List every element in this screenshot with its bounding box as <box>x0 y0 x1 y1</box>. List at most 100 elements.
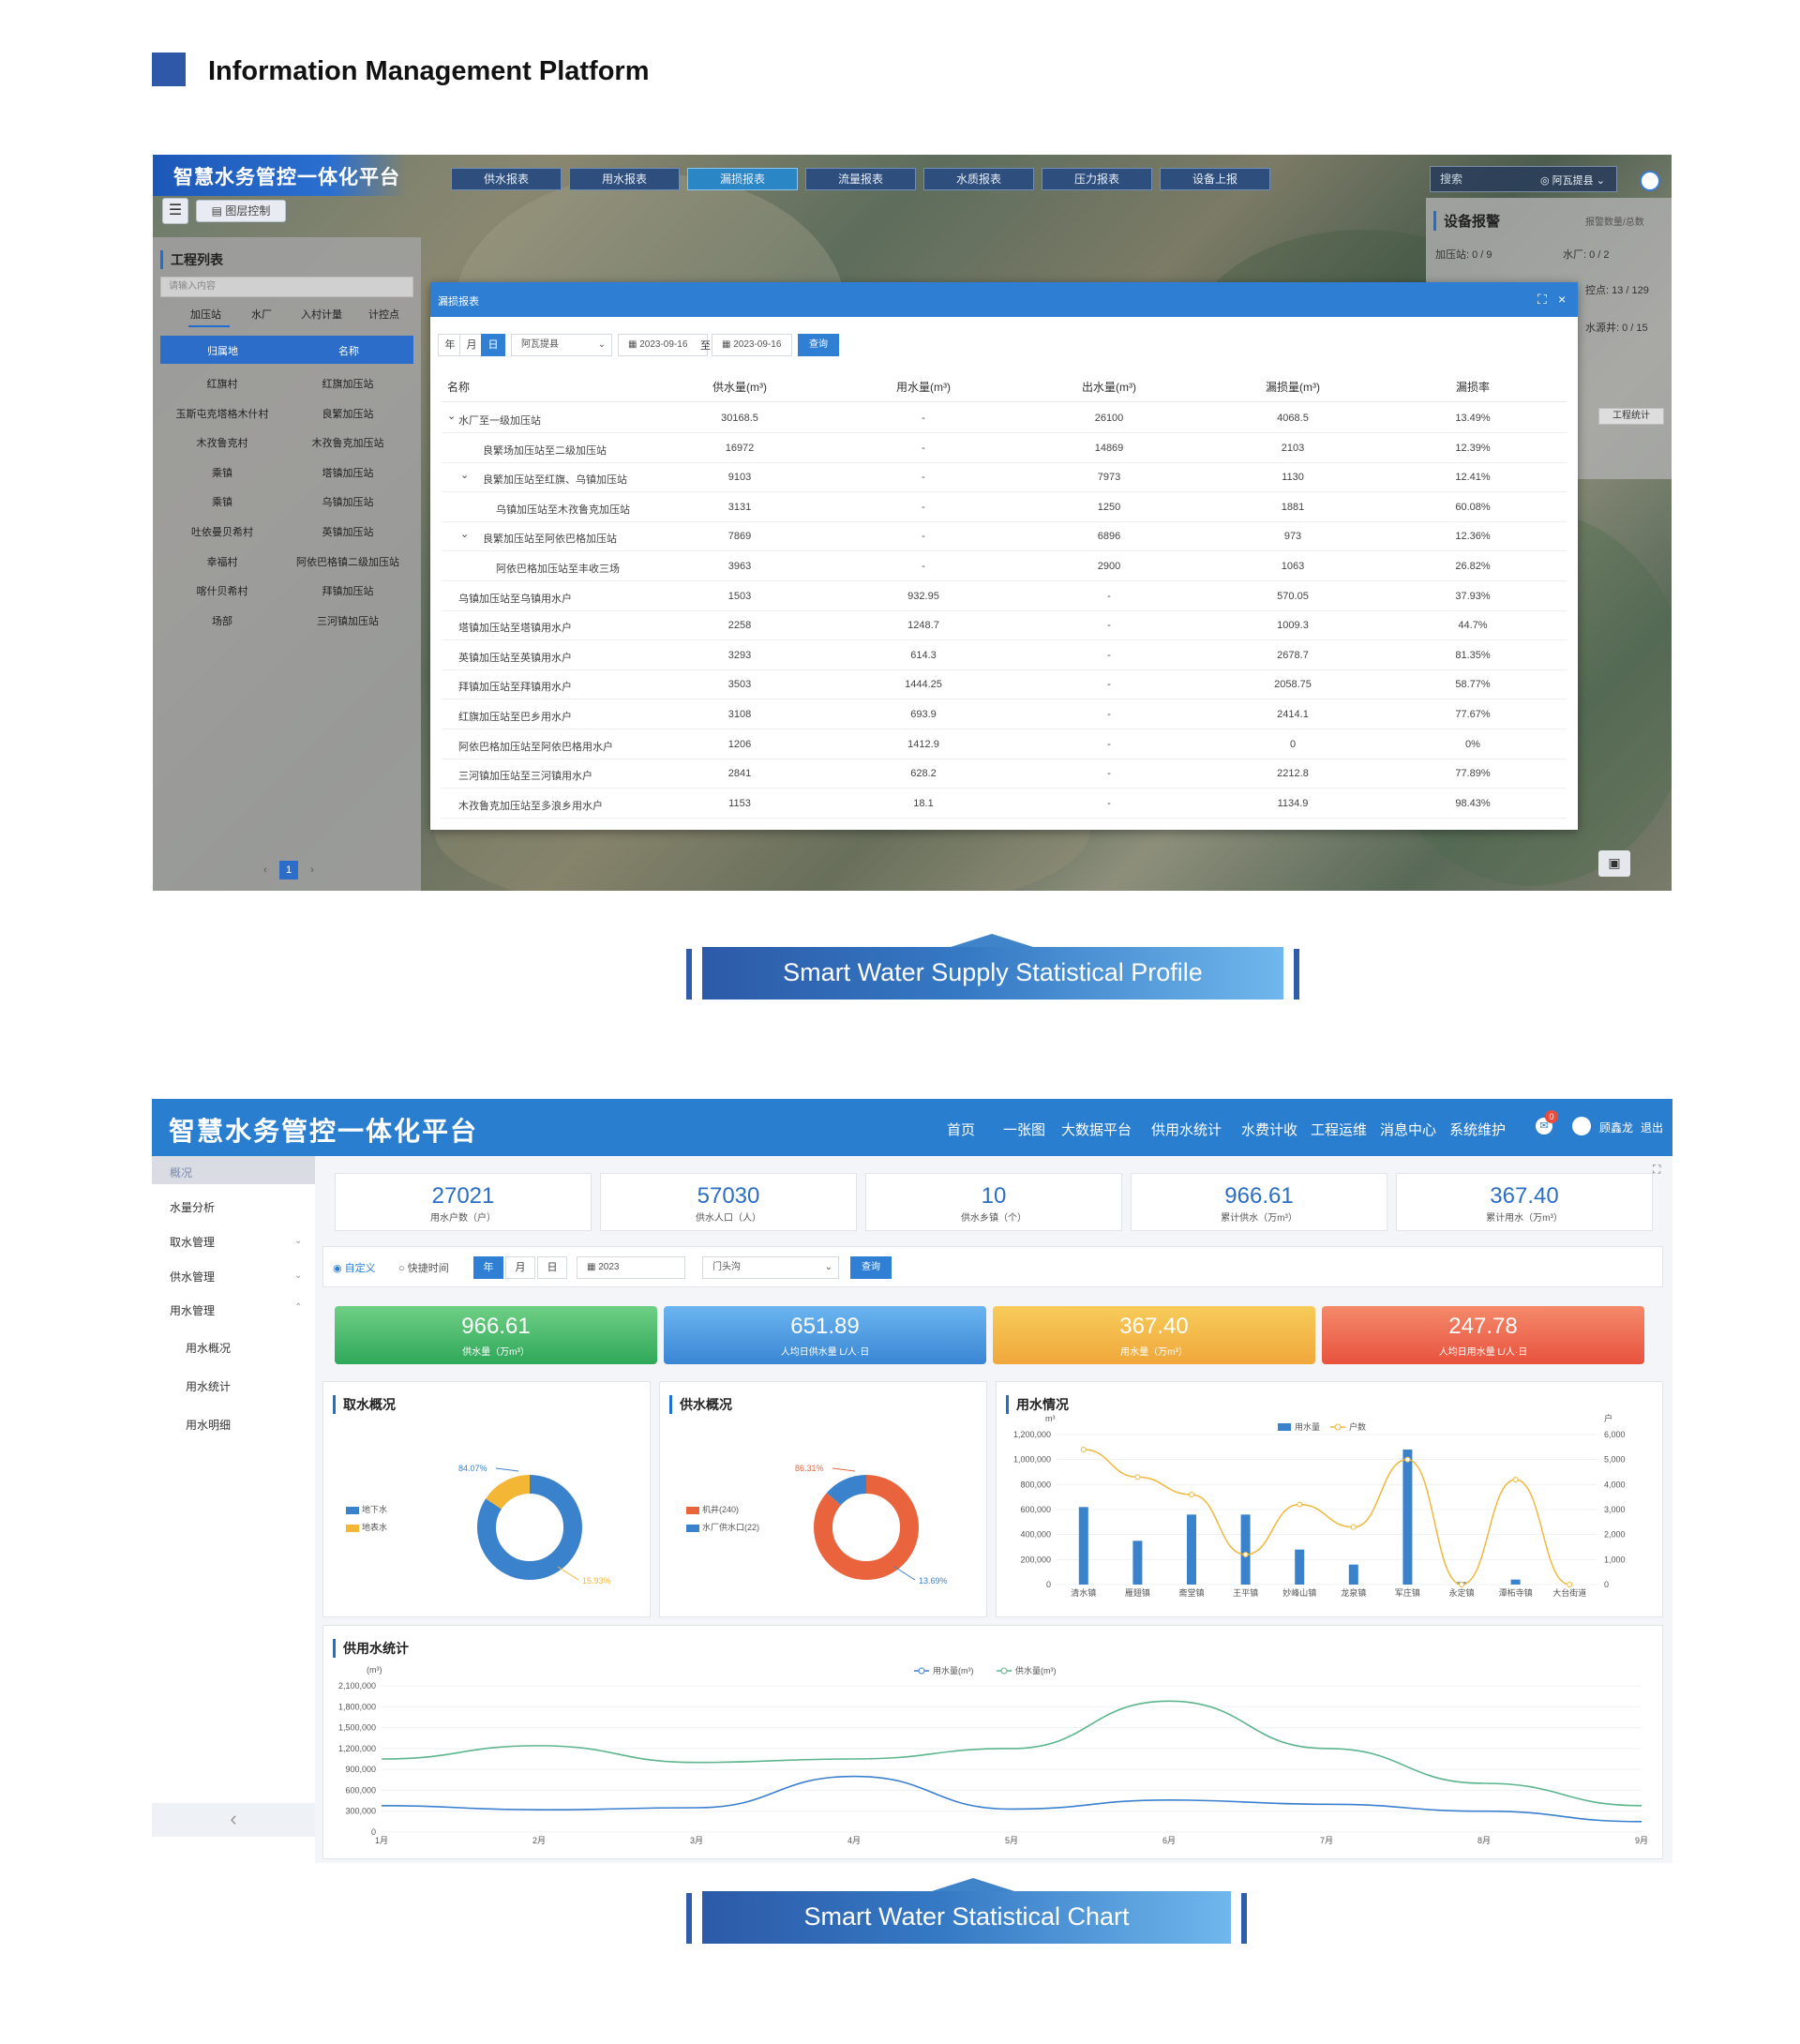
bar[interactable] <box>1510 1579 1521 1585</box>
sidebar-sub-usage-detail[interactable]: 用水明细 <box>186 1419 232 1432</box>
nav-tab-5[interactable]: 压力报表 <box>1042 168 1152 190</box>
user-avatar[interactable] <box>1572 1117 1591 1135</box>
list-item[interactable]: 喀什贝希村 拜镇加压站 <box>160 576 413 604</box>
sidebar-sub-usage-overview[interactable]: 用水概况 <box>186 1342 232 1355</box>
series-line-0[interactable] <box>381 1775 1642 1823</box>
bar[interactable] <box>1132 1541 1143 1585</box>
menu-icon[interactable]: ☰ <box>162 198 188 224</box>
table-row[interactable]: 拜镇加压站至拜镇用水户 3503 1444.25 - 2058.75 58.77% <box>442 669 1567 700</box>
top-nav-item-0[interactable]: 首页 <box>947 1122 976 1138</box>
table-row[interactable]: ⌄ 水厂至一级加压站 30168.5 - 26100 4068.5 13.49% <box>442 403 1567 433</box>
alarm-well[interactable]: 水源井: 0 / 15 <box>1585 323 1648 334</box>
sidebar-item-intake[interactable]: 取水管理 <box>170 1236 216 1249</box>
col-header-2[interactable]: 用水量(m³) <box>896 381 951 394</box>
date-from-input[interactable]: ▦ 2023-09-16 <box>618 334 708 356</box>
sidebar-item-overview[interactable] <box>152 1156 315 1184</box>
search-input[interactable]: 搜索 <box>1430 166 1617 192</box>
legend-toggle-icon[interactable]: ▣ <box>1598 850 1630 877</box>
table-row[interactable]: 三河镇加压站至三河镇用水户 2841 628.2 - 2212.8 77.89% <box>442 759 1567 789</box>
line-point[interactable] <box>1189 1492 1194 1497</box>
day-button[interactable]: 日 <box>537 1256 567 1279</box>
query-button[interactable]: 查询 <box>798 334 839 356</box>
tab-village-meter[interactable]: 入村计量 <box>301 309 342 321</box>
table-row[interactable]: 塔镇加压站至塔镇用水户 2258 1248.7 - 1009.3 44.7% <box>442 610 1567 641</box>
project-stats-button[interactable]: 工程统计 <box>1598 408 1664 425</box>
quick-time-radio[interactable]: ○ 快捷时间 <box>398 1263 449 1274</box>
nav-tab-0[interactable]: 供水报表 <box>451 168 562 190</box>
donut-slice[interactable] <box>814 1475 919 1580</box>
top-nav-item-1[interactable]: 一张图 <box>1003 1122 1046 1138</box>
sidebar-sub-usage-stats[interactable]: 用水统计 <box>186 1380 232 1393</box>
line-point[interactable] <box>1134 1474 1141 1480</box>
expand-caret-icon[interactable]: ⌄ <box>460 529 470 541</box>
sidebar-item-supply[interactable]: 供水管理 <box>170 1270 216 1284</box>
fullscreen-icon[interactable]: ⛶ <box>1538 292 1547 307</box>
table-row[interactable]: 木孜鲁克加压站至多浪乡用水户 1153 18.1 - 1134.9 98.43% <box>442 789 1567 819</box>
logout-link[interactable]: 退出 <box>1641 1121 1664 1135</box>
list-item[interactable]: 乘镇 乌镇加压站 <box>160 487 413 515</box>
line-point[interactable] <box>1350 1524 1357 1530</box>
expand-caret-icon[interactable]: ⌄ <box>460 470 470 482</box>
col-header-4[interactable]: 漏损量(m³) <box>1266 381 1320 394</box>
tab-control-point[interactable]: 计控点 <box>368 309 399 321</box>
custom-radio[interactable]: ◉ 自定义 <box>333 1263 376 1274</box>
location-select[interactable]: ◎ 阿瓦提县 ⌄ <box>1540 175 1605 187</box>
list-item[interactable]: 幸福村 阿依巴格镇二级加压站 <box>160 547 413 575</box>
table-row[interactable]: 阿依巴格加压站至阿依巴格用水户 1206 1412.9 - 0 0% <box>442 729 1567 759</box>
list-item[interactable]: 吐依曼贝希村 英镇加压站 <box>160 517 413 545</box>
top-nav-item-4[interactable]: 水费计收 <box>1241 1122 1298 1138</box>
bar[interactable] <box>1187 1514 1196 1585</box>
page-number[interactable]: 1 <box>279 861 298 879</box>
col-header-1[interactable]: 供水量(m³) <box>712 381 767 394</box>
col-header-5[interactable]: 漏损率 <box>1455 381 1491 394</box>
line-point[interactable] <box>1512 1477 1519 1482</box>
month-button[interactable]: 月 <box>505 1256 535 1279</box>
list-item[interactable]: 玉斯屯克塔格木什村 良繁加压站 <box>160 398 413 427</box>
line-point[interactable] <box>1404 1456 1411 1463</box>
top-nav-item-7[interactable]: 系统维护 <box>1449 1122 1507 1138</box>
alarm-pump[interactable]: 加压站: 0 / 9 <box>1435 249 1492 261</box>
sidebar-collapse-icon[interactable]: ‹ <box>152 1803 315 1837</box>
alarm-waterworks[interactable]: 水厂: 0 / 2 <box>1563 249 1610 261</box>
bar[interactable] <box>1402 1450 1413 1585</box>
location-select[interactable]: 门头沟 ⌄ <box>702 1256 839 1279</box>
user-avatar[interactable] <box>1640 171 1660 191</box>
top-nav-item-5[interactable]: 工程运维 <box>1311 1122 1368 1138</box>
list-item[interactable]: 木孜鲁克村 木孜鲁克加压站 <box>160 428 413 456</box>
line-point[interactable] <box>1297 1501 1303 1508</box>
table-row[interactable]: ⌄ 良繁加压站至红旗、乌镇加压站 9103 - 7973 1130 12.41% <box>442 462 1567 493</box>
list-item[interactable]: 乘镇 塔镇加压站 <box>160 458 413 486</box>
fullscreen-icon[interactable]: ⛶ <box>1653 1163 1661 1176</box>
sidebar-item-water-analysis[interactable]: 水量分析 <box>170 1201 216 1214</box>
year-input[interactable]: ▦ 2023 <box>577 1256 685 1279</box>
col-header-0[interactable]: 名称 <box>447 381 471 394</box>
series-line-1[interactable] <box>381 1700 1642 1807</box>
layer-control-button[interactable]: ▤ 图层控制 <box>196 200 286 222</box>
tab-pump-station[interactable]: 加压站 <box>190 309 221 321</box>
table-row[interactable]: 阿依巴格加压站至丰收三场 3963 - 2900 1063 26.82% <box>442 551 1567 581</box>
expand-caret-icon[interactable]: ⌄ <box>447 411 457 422</box>
bar[interactable] <box>1348 1564 1358 1585</box>
close-icon[interactable]: × <box>1558 292 1567 307</box>
table-row[interactable]: 乌镇加压站至乌镇用水户 1503 932.95 - 570.05 37.93% <box>442 581 1567 611</box>
line-point[interactable] <box>1080 1447 1087 1452</box>
date-to-input[interactable]: ▦ 2023-09-16 <box>712 334 792 356</box>
line-point[interactable] <box>1242 1552 1249 1557</box>
col-header-3[interactable]: 出水量(m³) <box>1082 381 1136 394</box>
query-button[interactable]: 查询 <box>850 1256 892 1279</box>
table-row[interactable]: 良繁场加压站至二级加压站 16972 - 14869 2103 12.39% <box>442 433 1567 463</box>
table-row[interactable]: 英镇加压站至英镇用水户 3293 614.3 - 2678.7 81.35% <box>442 640 1567 670</box>
top-nav-item-3[interactable]: 供用水统计 <box>1151 1122 1222 1138</box>
top-nav-item-2[interactable]: 大数据平台 <box>1061 1122 1132 1138</box>
nav-tab-4[interactable]: 水质报表 <box>923 168 1034 190</box>
list-item[interactable]: 红旗村 红旗加压站 <box>160 368 413 397</box>
nav-tab-1[interactable]: 用水报表 <box>569 168 680 190</box>
bar[interactable] <box>1078 1507 1088 1585</box>
nav-tab-2[interactable]: 漏损报表 <box>687 168 798 190</box>
line-point[interactable] <box>1567 1582 1573 1587</box>
donut-slice[interactable] <box>477 1475 582 1580</box>
sidebar-item-usage[interactable]: 用水管理 <box>170 1304 216 1317</box>
prev-page-icon[interactable]: ‹ <box>263 864 267 876</box>
period-month-button[interactable]: 月 <box>459 334 484 356</box>
bar[interactable] <box>1240 1514 1251 1585</box>
